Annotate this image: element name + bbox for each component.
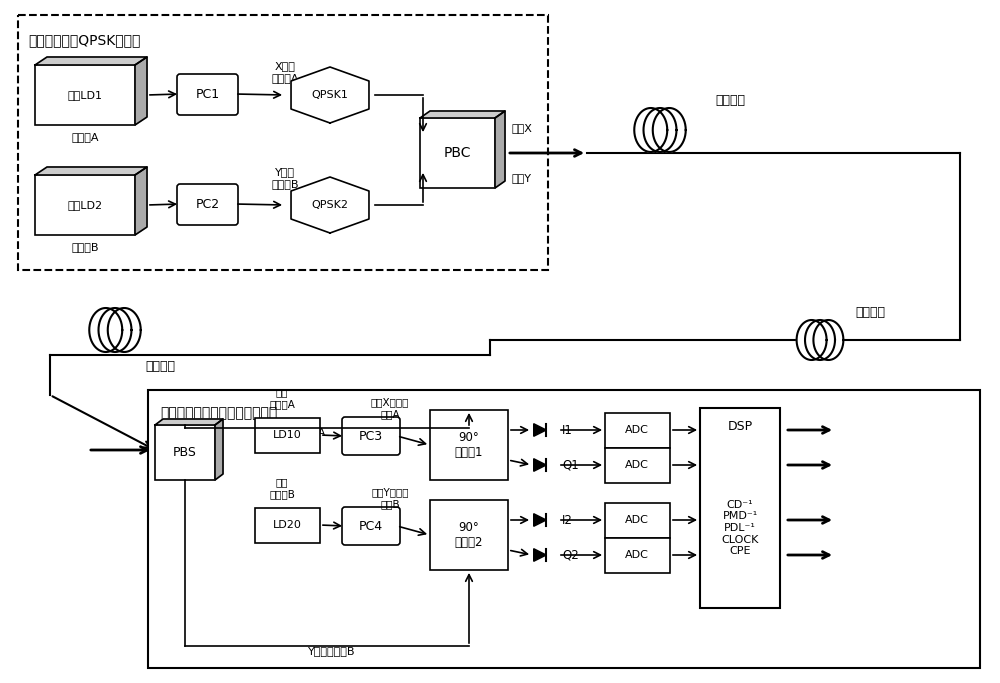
Text: QPSK2: QPSK2	[312, 200, 349, 210]
Polygon shape	[813, 320, 843, 360]
Text: PBC: PBC	[444, 146, 471, 160]
Text: 偏振X: 偏振X	[511, 123, 532, 133]
Bar	[35, 65, 135, 125]
Text: Q1: Q1	[562, 458, 579, 471]
Bar	[700, 408, 780, 608]
Polygon shape	[420, 111, 505, 118]
Text: 可调LD1: 可调LD1	[68, 90, 103, 100]
Text: PC3: PC3	[359, 430, 383, 443]
Text: 光信号B: 光信号B	[71, 242, 99, 252]
Polygon shape	[35, 167, 147, 175]
Text: ADC: ADC	[625, 550, 649, 560]
Bar	[430, 410, 508, 480]
Polygon shape	[534, 423, 546, 436]
Text: 本地X偏振光
信号A: 本地X偏振光 信号A	[371, 398, 409, 419]
Text: Y偏振光信号B: Y偏振光信号B	[308, 646, 356, 656]
Bar	[255, 418, 320, 453]
Bar	[155, 425, 215, 480]
Text: 光信号A: 光信号A	[71, 132, 99, 142]
Text: QPSK1: QPSK1	[312, 90, 348, 100]
Text: 传输光纤: 传输光纤	[145, 360, 175, 373]
FancyBboxPatch shape	[342, 417, 400, 455]
Text: DSP: DSP	[727, 419, 753, 432]
Polygon shape	[634, 108, 667, 152]
Text: PC2: PC2	[195, 198, 220, 211]
FancyBboxPatch shape	[177, 184, 238, 225]
Text: Q2: Q2	[562, 548, 579, 561]
Bar	[35, 175, 135, 235]
Polygon shape	[805, 320, 835, 360]
Bar	[605, 503, 670, 538]
Text: 传输光纤: 传输光纤	[855, 305, 885, 318]
Polygon shape	[99, 308, 132, 352]
Text: PC1: PC1	[195, 88, 220, 101]
Bar	[18, 15, 548, 270]
Text: LD10: LD10	[273, 430, 301, 440]
Polygon shape	[35, 57, 147, 65]
Text: 本地Y偏振光
信号B: 本地Y偏振光 信号B	[371, 487, 409, 509]
Text: Y偏振
光信号B: Y偏振 光信号B	[271, 167, 299, 189]
Polygon shape	[291, 177, 369, 233]
Text: 90°
混频剱1: 90° 混频剱1	[455, 431, 483, 459]
Text: 传输光纤: 传输光纤	[715, 94, 745, 107]
Text: I1: I1	[562, 423, 573, 436]
Text: I2: I2	[562, 514, 573, 527]
Polygon shape	[797, 320, 827, 360]
Polygon shape	[135, 57, 147, 125]
Bar	[430, 500, 508, 570]
Polygon shape	[215, 419, 223, 480]
Text: 可调LD2: 可调LD2	[67, 200, 103, 210]
Text: X偏振光信号A: X偏振光信号A	[278, 427, 326, 437]
Text: CD⁻¹
PMD⁻¹
PDL⁻¹
CLOCK
CPE: CD⁻¹ PMD⁻¹ PDL⁻¹ CLOCK CPE	[721, 500, 759, 556]
Text: 偏振Y: 偏振Y	[511, 173, 531, 183]
FancyBboxPatch shape	[177, 74, 238, 115]
Bar	[605, 413, 670, 448]
Bar	[605, 448, 670, 483]
Polygon shape	[135, 167, 147, 235]
Text: PC4: PC4	[359, 520, 383, 533]
Polygon shape	[108, 308, 141, 352]
Polygon shape	[644, 108, 676, 152]
FancyBboxPatch shape	[342, 507, 400, 545]
Polygon shape	[89, 308, 122, 352]
Polygon shape	[653, 108, 686, 152]
Polygon shape	[534, 514, 546, 527]
Text: 90°
混频剱2: 90° 混频剱2	[455, 521, 483, 549]
Text: X偏振
光信号A: X偏振 光信号A	[271, 61, 299, 83]
Text: PBS: PBS	[173, 446, 197, 459]
Polygon shape	[534, 548, 546, 561]
Text: 本地
光信号B: 本地 光信号B	[269, 477, 295, 499]
Polygon shape	[534, 459, 546, 471]
Polygon shape	[155, 419, 223, 425]
Bar	[148, 390, 980, 668]
Bar	[255, 508, 320, 543]
Text: 双载波单偏振相干电处理接收机: 双载波单偏振相干电处理接收机	[160, 406, 277, 420]
Text: 双载波单偏振QPSK发射机: 双载波单偏振QPSK发射机	[28, 33, 140, 47]
Bar	[420, 118, 495, 188]
Text: 本地
光信号A: 本地 光信号A	[269, 387, 295, 409]
Text: ADC: ADC	[625, 425, 649, 435]
Polygon shape	[495, 111, 505, 188]
Text: ADC: ADC	[625, 515, 649, 525]
Bar	[605, 538, 670, 573]
Polygon shape	[291, 67, 369, 123]
Text: ADC: ADC	[625, 460, 649, 470]
Text: LD20: LD20	[273, 520, 301, 530]
